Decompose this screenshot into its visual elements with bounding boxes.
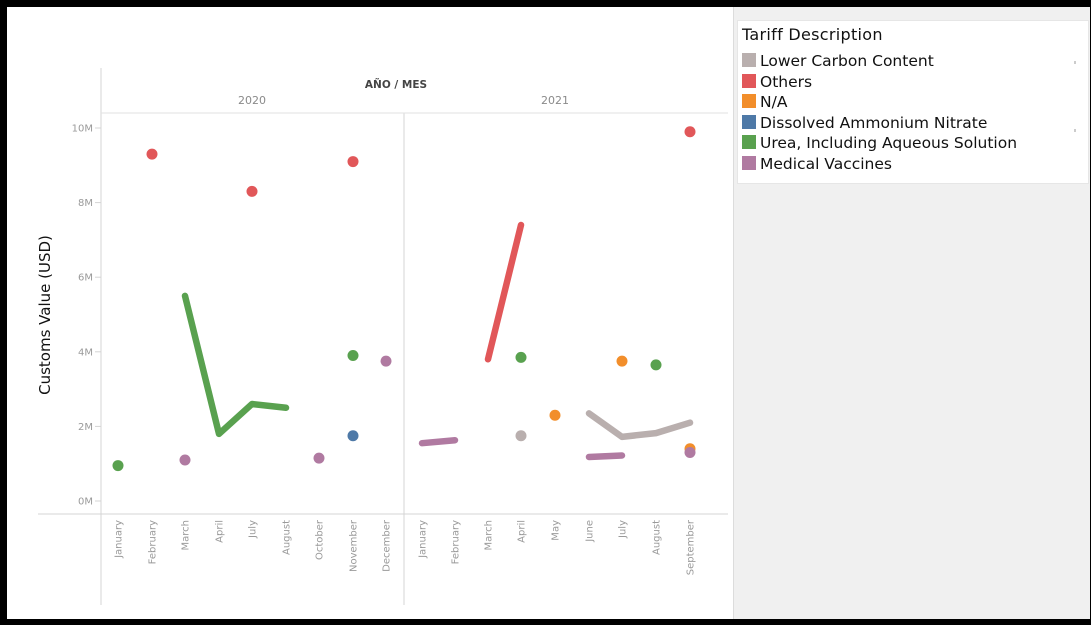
y-tick-label: 4M <box>78 347 93 358</box>
data-point-others <box>347 156 359 168</box>
x-tick-label-2020: October <box>315 519 326 560</box>
y-tick-label: 6M <box>78 273 93 284</box>
legend-swatch <box>742 155 756 170</box>
legend-item[interactable]: N/A <box>742 92 787 112</box>
legend-label: Urea, Including Aqueous Solution <box>760 134 1018 152</box>
x-tick-label-2021: July <box>618 520 629 539</box>
data-point-medical-vaccines <box>179 454 191 466</box>
x-tick-label-2021: September <box>686 519 697 575</box>
data-point-n-a <box>616 355 628 367</box>
legend-swatch <box>742 114 756 129</box>
legend-title: Tariff Description <box>742 25 883 44</box>
chart-plot: AÑO / MES 2020 2021 0M 2M 4M 6M 8M 10M Customs Va… <box>36 68 728 605</box>
legend-swatch <box>742 73 756 88</box>
x-tick-label-2020: January <box>114 520 125 559</box>
legend-scroll-indicator[interactable] <box>1072 61 1078 151</box>
series-line-medical-vaccines <box>418 436 459 447</box>
legend-item[interactable]: Dissolved Ammonium Nitrate <box>742 113 987 133</box>
legend-item[interactable]: Others <box>742 72 812 92</box>
legend-swatch <box>742 94 756 108</box>
legend-swatch <box>742 135 756 149</box>
y-tick-label: 2M <box>78 422 93 433</box>
x-tick-label-2020: March <box>181 520 192 550</box>
data-point-urea-including-aqueous-solution <box>112 460 124 472</box>
legend-item[interactable]: Medical Vaccines <box>742 154 892 174</box>
legend: Tariff Description Lower Carbon Content O… <box>737 20 1089 184</box>
series-line-urea-including-aqueous-solution <box>181 292 290 438</box>
data-point-urea-including-aqueous-solution <box>650 359 662 371</box>
x-tick-label-2021: April <box>517 520 528 543</box>
legend-label: Lower Carbon Content <box>760 52 934 70</box>
legend-item[interactable]: Urea, Including Aqueous Solution <box>742 133 1017 153</box>
data-point-urea-including-aqueous-solution <box>347 350 359 362</box>
data-point-lower-carbon-content <box>515 430 527 442</box>
y-tick-label: 8M <box>78 198 93 209</box>
x-tick-label-2020: April <box>215 520 226 543</box>
x-tick-label-2020: August <box>282 520 293 555</box>
x-tick-label-2020: February <box>148 520 159 564</box>
header-label: AÑO / MES <box>365 78 427 91</box>
data-point-others <box>146 148 158 160</box>
series-line-others <box>484 221 525 363</box>
x-tick-label-2020: December <box>382 519 393 572</box>
legend-item[interactable]: Lower Carbon Content <box>742 51 934 71</box>
x-tick-label-2021: June <box>585 520 596 543</box>
data-point-medical-vaccines <box>313 452 325 464</box>
year-label-2021: 2021 <box>541 94 569 107</box>
legend-label: N/A <box>760 93 788 111</box>
x-tick-label-2020: July <box>248 520 259 539</box>
data-point-others <box>246 185 258 197</box>
data-point-medical-vaccines <box>380 355 392 367</box>
x-tick-label-2021: August <box>652 520 663 555</box>
series-line-medical-vaccines <box>585 452 626 461</box>
x-tick-label-2020: November <box>349 519 360 572</box>
x-tick-label-2021: January <box>418 520 429 559</box>
legend-swatch <box>742 53 756 67</box>
data-point-others <box>684 126 696 138</box>
data-point-dissolved-ammonium-nitrate <box>347 430 359 442</box>
legend-label: Others <box>760 72 813 91</box>
series-line-lower-carbon-content <box>585 410 694 441</box>
legend-label: Dissolved Ammonium Nitrate <box>760 113 988 132</box>
y-tick-label: 10M <box>72 124 93 135</box>
x-tick-label-2021: May <box>551 520 562 541</box>
data-point-n-a <box>549 409 561 421</box>
data-point-urea-including-aqueous-solution <box>515 351 527 363</box>
x-tick-label-2021: February <box>451 520 462 564</box>
year-label-2020: 2020 <box>238 94 266 107</box>
y-axis-title: Customs Value (USD) <box>36 235 54 395</box>
legend-label: Medical Vaccines <box>760 154 892 173</box>
data-point-medical-vaccines <box>684 447 696 459</box>
x-tick-label-2021: March <box>484 520 495 550</box>
y-tick-label: 0M <box>78 497 93 508</box>
